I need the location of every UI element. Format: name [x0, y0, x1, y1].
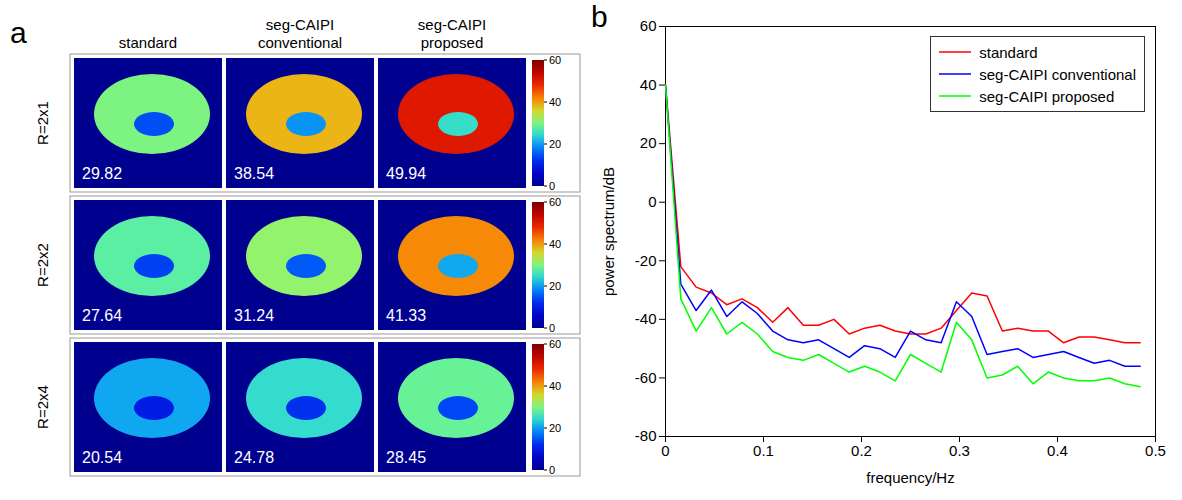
svg-text:0: 0	[549, 322, 555, 334]
svg-text:0: 0	[549, 180, 555, 192]
svg-text:standard: standard	[119, 34, 177, 51]
svg-text:0: 0	[648, 193, 656, 210]
svg-text:24.78: 24.78	[234, 449, 274, 466]
svg-text:power spectrum/dB: power spectrum/dB	[600, 167, 617, 296]
svg-text:conventional: conventional	[258, 34, 342, 51]
svg-text:proposed: proposed	[421, 34, 484, 51]
svg-text:60: 60	[640, 17, 657, 34]
svg-text:-40: -40	[635, 310, 657, 327]
svg-text:0.1: 0.1	[753, 442, 774, 459]
svg-text:0: 0	[549, 464, 555, 476]
svg-text:40: 40	[640, 76, 657, 93]
svg-text:20: 20	[549, 422, 561, 434]
svg-text:31.24: 31.24	[234, 307, 274, 324]
svg-text:20: 20	[549, 280, 561, 292]
svg-text:40: 40	[549, 238, 561, 250]
svg-text:R=2x4: R=2x4	[34, 385, 51, 429]
svg-text:R=2x2: R=2x2	[34, 243, 51, 287]
html-text:seg-CAIPI conventional: seg-CAIPI conventional	[979, 65, 1136, 83]
svg-text:0.5: 0.5	[1145, 442, 1166, 459]
svg-text:20: 20	[640, 134, 657, 151]
svg-text:60: 60	[549, 54, 561, 66]
svg-text:40: 40	[549, 380, 561, 392]
svg-text:49.94: 49.94	[386, 165, 426, 182]
html-text:a: a	[10, 16, 27, 49]
html-text:seg-CAIPI proposed: seg-CAIPI proposed	[979, 87, 1115, 105]
svg-text:27.64: 27.64	[82, 307, 122, 324]
svg-text:seg-CAIPI: seg-CAIPI	[266, 16, 334, 33]
svg-text:R=2x1: R=2x1	[34, 101, 51, 145]
svg-text:0.4: 0.4	[1047, 442, 1068, 459]
svg-text:-60: -60	[635, 369, 657, 386]
svg-text:41.33: 41.33	[386, 307, 426, 324]
svg-text:40: 40	[549, 96, 561, 108]
svg-text:20: 20	[549, 138, 561, 150]
svg-text:0: 0	[661, 442, 669, 459]
svg-text:-20: -20	[635, 252, 657, 269]
svg-text:28.45: 28.45	[386, 449, 426, 466]
svg-text:60: 60	[549, 338, 561, 350]
svg-text:frequency/Hz: frequency/Hz	[866, 469, 954, 486]
svg-text:38.54: 38.54	[234, 165, 274, 182]
svg-text:60: 60	[549, 196, 561, 208]
svg-text:0.2: 0.2	[851, 442, 872, 459]
svg-text:-80: -80	[635, 427, 657, 444]
svg-text:seg-CAIPI: seg-CAIPI	[418, 16, 486, 33]
html-text:b: b	[591, 0, 608, 33]
html-text:standard: standard	[979, 43, 1038, 61]
svg-text:0.3: 0.3	[949, 442, 970, 459]
svg-text:20.54: 20.54	[82, 449, 122, 466]
svg-text:29.82: 29.82	[82, 165, 122, 182]
